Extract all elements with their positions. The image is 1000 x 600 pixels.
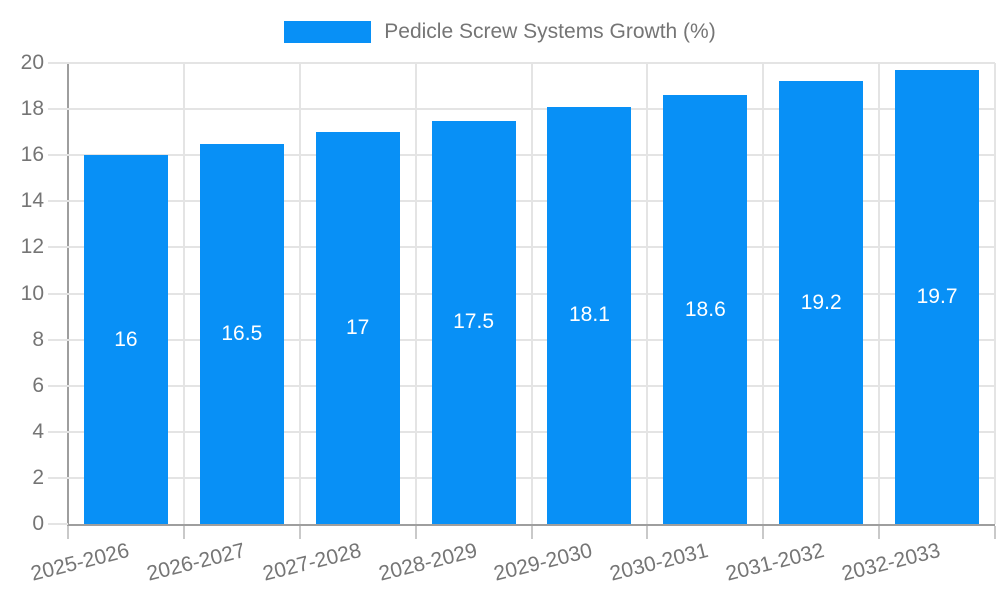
bar[interactable]: 18.1	[547, 106, 632, 524]
x-tick-label: 2031-2032	[723, 539, 827, 586]
x-tick-mark	[994, 526, 996, 539]
x-axis-line	[67, 524, 995, 526]
bar-value-label: 17.5	[453, 310, 494, 334]
y-tick-label: 2	[32, 465, 44, 489]
bar[interactable]: 18.6	[663, 95, 748, 524]
x-tick-mark	[414, 526, 417, 539]
x-tick-label: 2032-2033	[839, 539, 943, 586]
x-axis-labels: 2025-2026 2026-2027 2027-2028 2028-2029 2029…	[28, 539, 995, 599]
y-tick-label: 20	[20, 51, 44, 74]
gridline-horizontal	[48, 338, 995, 341]
bar-value-label: 19.7	[916, 284, 958, 308]
gridline-horizontal	[48, 108, 995, 111]
bar-value-label: 17	[346, 316, 370, 340]
legend-item[interactable]: Pedicle Screw Systems Growth (%)	[284, 20, 716, 44]
x-tick-label: 2029-2030	[491, 539, 596, 586]
y-axis-labels: 0 2 4 6 8 10 12 14 16 18 20	[0, 51, 44, 535]
x-tick-label: 2027-2028	[260, 539, 364, 586]
x-tick-mark	[530, 526, 533, 539]
x-tick-mark	[646, 526, 649, 539]
gridline-horizontal	[48, 246, 995, 249]
gridline-horizontal	[48, 200, 995, 203]
gridline-vertical	[298, 63, 301, 524]
x-tick-mark	[878, 526, 881, 539]
gridline-horizontal	[48, 430, 995, 433]
y-tick-label: 0	[32, 512, 44, 535]
gridline-horizontal	[48, 523, 68, 525]
y-tick-label: 10	[20, 281, 44, 305]
gridline-horizontal	[48, 154, 995, 157]
x-tick-label: 2030-2031	[607, 539, 711, 586]
y-tick-label: 14	[20, 189, 44, 213]
y-tick-label: 4	[32, 419, 44, 443]
bar[interactable]: 16.5	[199, 143, 284, 524]
chart-legend: Pedicle Screw Systems Growth (%)	[0, 20, 1000, 44]
gridline-vertical	[762, 63, 765, 524]
bar-value-label: 18.1	[569, 303, 610, 327]
gridline-horizontal	[48, 384, 995, 387]
gridline-horizontal	[48, 292, 995, 295]
x-tick-label: 2026-2027	[144, 539, 248, 586]
bar-value-label: 16	[114, 327, 138, 351]
y-tick-label: 16	[20, 143, 44, 167]
x-tick-mark	[67, 526, 69, 539]
bar-value-label: 19.2	[800, 290, 842, 314]
gridline-vertical	[414, 63, 417, 524]
bar[interactable]: 19.7	[895, 69, 980, 524]
bar-value-label: 18.6	[684, 297, 726, 321]
x-tick-label: 2025-2026	[28, 539, 132, 586]
plot-area: 16 16.5 17 17.5 18.1 18.6 19.2 19.7	[48, 62, 996, 539]
bar[interactable]: 17.5	[431, 120, 516, 524]
x-tick-label: 2028-2029	[376, 539, 480, 586]
y-tick-label: 12	[20, 235, 44, 259]
x-tick-mark	[762, 526, 765, 539]
legend-swatch-icon	[284, 21, 372, 43]
x-tick-mark	[298, 526, 301, 539]
gridline-vertical	[530, 63, 533, 524]
gridline-horizontal	[48, 62, 995, 64]
legend-label: Pedicle Screw Systems Growth (%)	[384, 20, 716, 43]
bar[interactable]: 19.2	[779, 81, 864, 524]
x-tick-mark	[182, 526, 185, 539]
bar[interactable]: 17	[315, 132, 400, 524]
gridline-horizontal	[48, 476, 995, 479]
y-tick-label: 18	[20, 97, 44, 121]
gridline-vertical	[994, 63, 996, 524]
gridline-vertical	[182, 63, 185, 524]
y-tick-label: 6	[32, 373, 44, 397]
gridline-vertical	[646, 63, 649, 524]
y-tick-label: 8	[32, 327, 44, 351]
bar[interactable]: 16	[83, 155, 168, 524]
bar-value-label: 16.5	[221, 321, 263, 345]
gridline-vertical	[878, 63, 881, 524]
